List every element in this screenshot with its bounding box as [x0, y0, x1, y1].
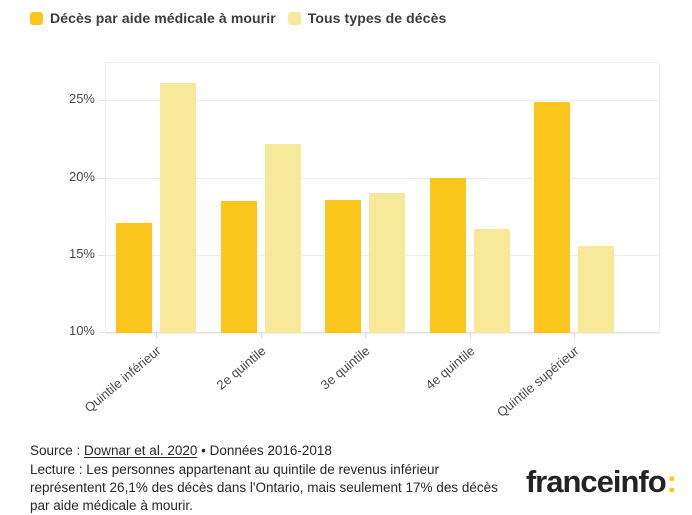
logo-colon: : — [666, 464, 677, 499]
bar — [160, 83, 196, 333]
bar — [116, 222, 152, 333]
bar — [534, 101, 570, 333]
gridline — [106, 100, 659, 101]
y-axis: 25% 20% 15% 10% — [0, 62, 95, 338]
x-tick-icon — [156, 333, 157, 338]
y-tick-icon — [98, 332, 105, 333]
legend-swatch-maid-icon — [30, 11, 43, 25]
gridline — [106, 178, 659, 179]
bar-group — [220, 143, 301, 333]
bar — [264, 143, 301, 333]
x-tick-icon — [365, 333, 366, 338]
x-tick-icon — [574, 333, 575, 338]
source-link[interactable]: Downar et al. 2020 — [84, 443, 198, 458]
bar-group — [325, 193, 405, 333]
legend-item-all-deaths: Tous types de décès — [287, 10, 447, 26]
bar — [220, 201, 257, 333]
y-tick-icon — [98, 255, 105, 256]
legend-swatch-all-deaths-icon — [287, 11, 301, 25]
bar — [369, 193, 405, 333]
source-suffix: • Données 2016-2018 — [197, 443, 332, 458]
bar — [473, 229, 510, 333]
chart-footer: Source : Downar et al. 2020 • Données 20… — [30, 442, 508, 515]
source-prefix: Source : — [30, 443, 85, 458]
y-tick-icon — [98, 178, 105, 179]
legend-item-maid: Décès par aide médicale à mourir — [30, 10, 276, 26]
bar-group — [534, 101, 614, 333]
y-axis-label: 25% — [68, 91, 95, 106]
y-axis-label: 10% — [68, 323, 95, 338]
source-line: Source : Downar et al. 2020 • Données 20… — [30, 442, 508, 460]
y-axis-label: 20% — [68, 169, 95, 184]
bar — [325, 199, 361, 333]
bar-group — [116, 83, 196, 333]
legend-label-maid: Décès par aide médicale à mourir — [50, 10, 276, 26]
y-axis-label: 15% — [68, 246, 95, 261]
plot-area: Quintile inférieur 2e quintile 3e quintile… — [81, 62, 660, 420]
chart-legend: Décès par aide médicale à mourir Tous ty… — [30, 10, 446, 26]
bar-group — [429, 177, 510, 333]
lecture-text: Lecture : Les personnes appartenant au q… — [30, 462, 498, 513]
x-tick-icon — [260, 333, 262, 338]
x-tick-icon — [469, 333, 471, 338]
legend-label-all-deaths: Tous types de décès — [307, 10, 447, 26]
y-tick-icon — [98, 100, 105, 101]
logo-text: franceinfo — [525, 464, 667, 499]
bar — [429, 177, 466, 333]
bar — [578, 246, 614, 333]
franceinfo-logo: franceinfo: — [525, 464, 677, 500]
